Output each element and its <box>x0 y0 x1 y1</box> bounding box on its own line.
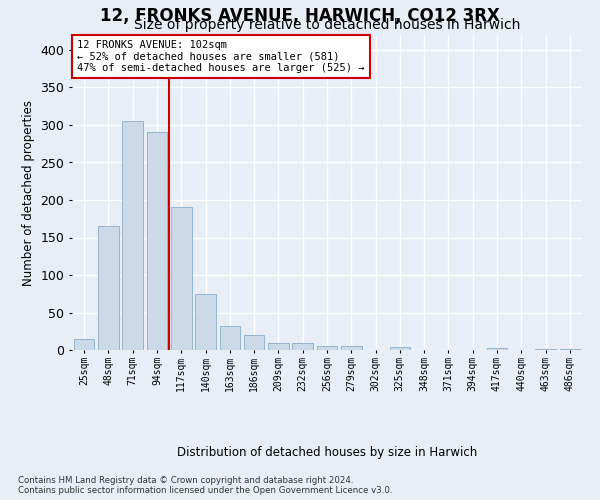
Bar <box>244 335 265 350</box>
Bar <box>171 208 191 350</box>
Bar <box>560 348 580 350</box>
Bar <box>220 326 240 350</box>
Bar <box>389 347 410 350</box>
Text: 12, FRONKS AVENUE, HARWICH, CO12 3RX: 12, FRONKS AVENUE, HARWICH, CO12 3RX <box>100 8 500 26</box>
Bar <box>195 294 216 350</box>
Y-axis label: Number of detached properties: Number of detached properties <box>22 100 35 286</box>
Bar <box>487 348 508 350</box>
Bar <box>122 121 143 350</box>
Text: 12 FRONKS AVENUE: 102sqm
← 52% of detached houses are smaller (581)
47% of semi-: 12 FRONKS AVENUE: 102sqm ← 52% of detach… <box>77 40 365 73</box>
Text: Contains HM Land Registry data © Crown copyright and database right 2024.
Contai: Contains HM Land Registry data © Crown c… <box>18 476 392 495</box>
Bar <box>292 344 313 350</box>
X-axis label: Distribution of detached houses by size in Harwich: Distribution of detached houses by size … <box>177 446 477 460</box>
Bar <box>268 342 289 350</box>
Title: Size of property relative to detached houses in Harwich: Size of property relative to detached ho… <box>134 18 520 32</box>
Bar <box>146 132 167 350</box>
Bar <box>535 348 556 350</box>
Bar <box>98 226 119 350</box>
Bar <box>341 346 362 350</box>
Bar <box>74 339 94 350</box>
Bar <box>317 346 337 350</box>
